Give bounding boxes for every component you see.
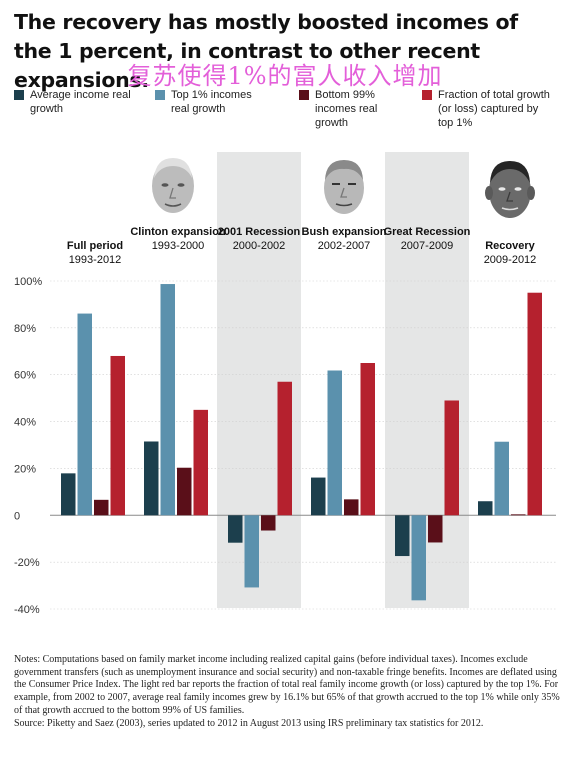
bar [360, 363, 375, 516]
group-name: Bush expansion [301, 226, 387, 238]
legend-swatch-fraction [422, 90, 432, 100]
bar [77, 313, 92, 516]
group-name: Recovery [485, 240, 535, 252]
y-tick-label: -40% [14, 604, 40, 616]
legend-label-average: Average income real growth [30, 89, 131, 115]
group-years: 2009-2012 [483, 254, 537, 266]
group-years: 2000-2002 [232, 240, 286, 252]
bar [527, 292, 542, 516]
group-title-recovery: Recovery 2009-2012 [462, 239, 558, 267]
y-tick-label: 40% [14, 417, 36, 429]
group-title-bush: Bush expansion 2002-2007 [296, 225, 392, 253]
group-years: 1993-2012 [68, 254, 122, 266]
portrait-clinton [152, 158, 194, 213]
group-name: Great Recession [383, 226, 471, 238]
group-years: 1993-2000 [151, 240, 205, 252]
bar-chart: -40% -20% 0 20% 40% 60% 80% 100% [14, 276, 556, 616]
y-tick-label: 80% [14, 323, 36, 335]
group-name: 2001 Recession [217, 226, 301, 238]
bar [428, 515, 443, 543]
bar [344, 499, 359, 516]
bar [395, 515, 410, 557]
bar [327, 370, 342, 516]
legend-label-fraction: Fraction of total growth (or loss) captu… [438, 89, 550, 129]
bar [444, 400, 459, 516]
legend-swatch-bottom99 [299, 90, 309, 100]
bar [160, 284, 175, 516]
group-years: 2002-2007 [317, 240, 371, 252]
y-tick-label: 60% [14, 370, 36, 382]
bar [228, 515, 243, 543]
y-tick-label: 20% [14, 463, 36, 475]
bar [494, 441, 509, 516]
group-title-2001-recession: 2001 Recession 2000-2002 [211, 225, 307, 253]
portrait-obama [485, 161, 535, 218]
legend-label-top1: Top 1% incomes real growth [171, 89, 252, 115]
group-name: Full period [66, 240, 124, 252]
bar [311, 477, 326, 516]
y-tick-label: 100% [14, 276, 42, 288]
bar [511, 514, 526, 516]
portrait-bush [324, 160, 364, 214]
group-years: 2007-2009 [400, 240, 454, 252]
group-name: Clinton expansion [130, 226, 226, 238]
y-tick-label: -20% [14, 557, 40, 569]
chart-title: The recovery has mostly boosted incomes … [14, 10, 518, 92]
bar [277, 381, 292, 516]
bar [478, 501, 493, 516]
group-title-great-recession: Great Recession 2007-2009 [379, 225, 475, 253]
bar [61, 473, 76, 516]
legend-swatch-top1 [155, 90, 165, 100]
group-title-clinton: Clinton expansion 1993-2000 [130, 225, 226, 253]
bar [110, 355, 125, 516]
notes-text: Notes: Computations based on family mark… [14, 654, 560, 716]
source-text: Source: Piketty and Saez (2003), series … [14, 717, 484, 729]
bar [193, 409, 208, 516]
legend-swatch-average [14, 90, 24, 100]
bar [244, 515, 259, 588]
bar [177, 467, 192, 516]
bar [411, 515, 426, 601]
y-tick-label: 0 [14, 510, 20, 522]
legend: Average income real growth Top 1% income… [0, 88, 570, 138]
legend-label-bottom99: Bottom 99% incomes real growth [315, 89, 378, 129]
notes-block: Notes: Computations based on family mark… [14, 654, 562, 730]
group-title-full-period: Full period 1993-2012 [47, 239, 143, 267]
overlay-caption: 复苏使得1%的富人收入增加 [127, 62, 443, 90]
bar [261, 515, 276, 531]
bar [144, 441, 159, 516]
bar [94, 499, 109, 516]
